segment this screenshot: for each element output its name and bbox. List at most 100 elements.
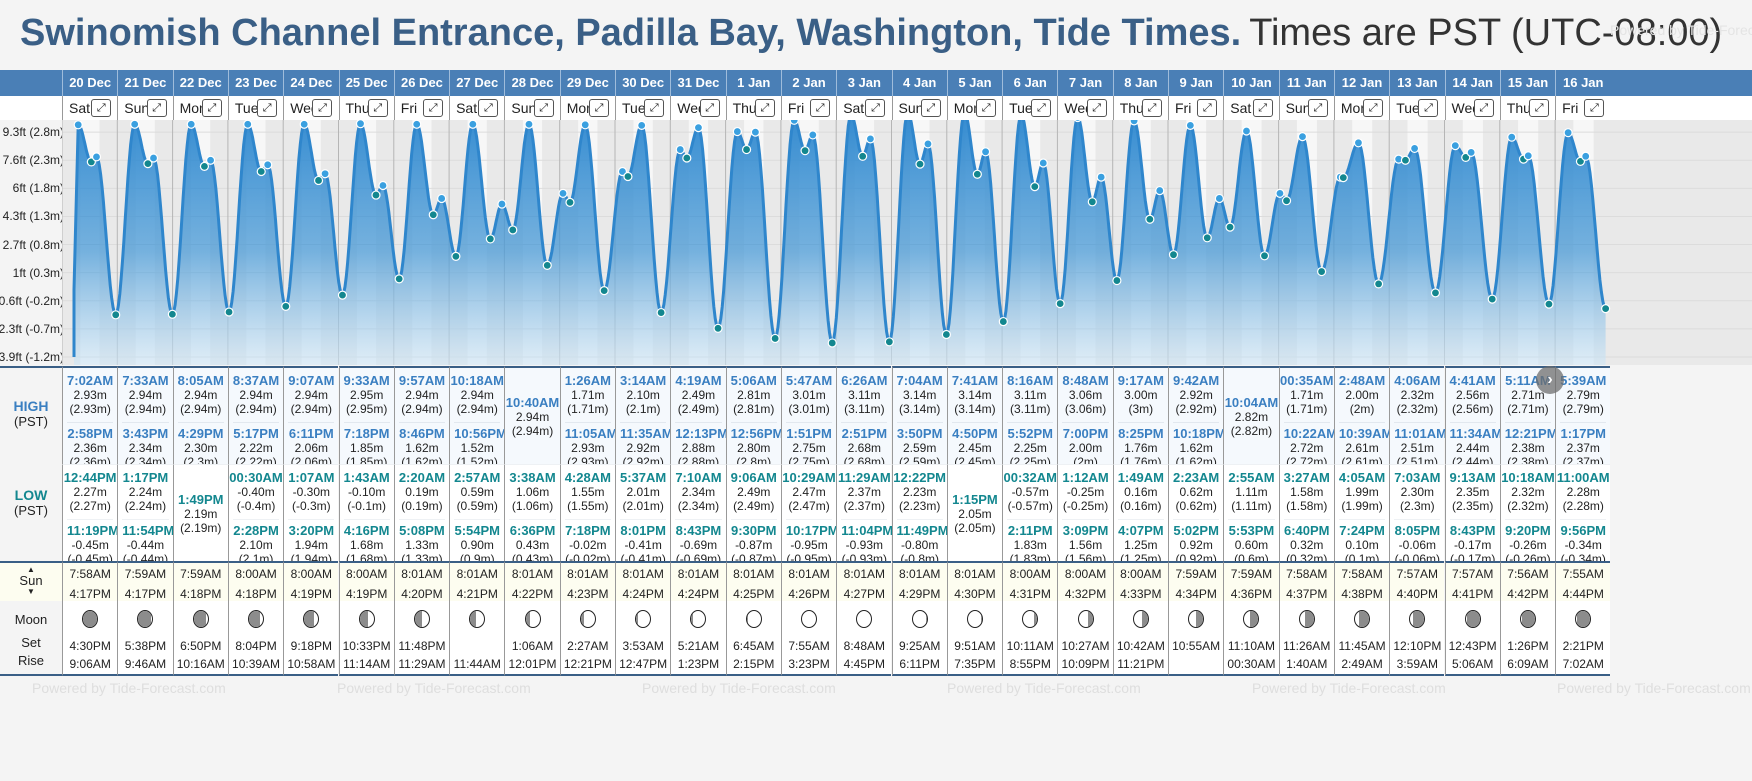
- low-tide-entry: 4:05AM 1.99m (1.99m): [1335, 471, 1389, 514]
- low-tide-entry: 1:43AM -0.10m (-0.1m): [340, 471, 394, 514]
- expand-icon[interactable]: ⤢: [865, 99, 886, 117]
- expand-icon[interactable]: ⤢: [423, 99, 444, 117]
- sunrise-time: 8:01AM: [954, 567, 996, 581]
- y-tick-label: 3.9ft (-1.2m): [0, 350, 64, 364]
- low-tide-point: [800, 146, 810, 156]
- expand-icon[interactable]: ⤢: [478, 99, 499, 117]
- expand-icon[interactable]: ⤢: [201, 99, 222, 117]
- moon-shadow: [636, 611, 639, 627]
- high-tide-height: 1.76m: [1124, 441, 1158, 455]
- expand-icon[interactable]: ⤢: [1086, 99, 1107, 117]
- high-tide-height: 2.94m: [239, 388, 273, 402]
- low-tide-height: 2.32m: [1511, 485, 1545, 499]
- moon-shadow: [138, 611, 152, 627]
- weekday-header: Sat ⤢: [1223, 96, 1278, 120]
- expand-icon[interactable]: ⤢: [1363, 99, 1384, 117]
- next-button[interactable]: ›: [1536, 366, 1564, 394]
- weekday-label: Sun: [124, 100, 150, 116]
- low-tide-time: 12:22PM: [893, 470, 947, 485]
- high-tide-entry: 5:47AM 3.01m (3.01m): [782, 374, 836, 417]
- tide-area: [74, 120, 1606, 365]
- moonset-time: 12:43PM: [1448, 639, 1497, 653]
- sunset-time: 4:26PM: [788, 587, 830, 601]
- low-tide-entry: 3:38AM 1.06m (1.06m): [505, 471, 559, 514]
- sunrise-time: 8:01AM: [843, 567, 886, 581]
- moon-label: Moon: [14, 612, 48, 627]
- moon-phase-icon: [690, 610, 707, 628]
- moonset-time: 9:25AM: [898, 639, 941, 653]
- date-header: 22 Dec: [172, 70, 228, 96]
- expand-icon[interactable]: ⤢: [810, 99, 831, 117]
- expand-icon[interactable]: ⤢: [367, 99, 388, 117]
- low-tide-height: 0.92m: [1179, 538, 1213, 552]
- expand-icon[interactable]: ⤢: [1418, 99, 1439, 117]
- weekday-header: Thu ⤢: [338, 96, 394, 120]
- expand-icon[interactable]: ⤢: [588, 99, 609, 117]
- moonset-time: 5:21AM: [677, 639, 720, 653]
- low-tide-entry: 9:20PM -0.26m (-0.26m): [1504, 519, 1552, 566]
- low-tide-cell: 9:06AM 2.49m (2.49m) 9:30PM -0.87m (-0.87m): [725, 464, 781, 566]
- expand-icon[interactable]: ⤢: [1473, 99, 1494, 117]
- expand-icon[interactable]: ⤢: [976, 99, 997, 117]
- moon-cell: 5:21AM 1:23PM: [670, 601, 726, 676]
- moonrise-time: 10:09PM: [1061, 657, 1110, 671]
- low-tide-point: [451, 251, 461, 261]
- expand-icon[interactable]: ⤢: [1307, 99, 1328, 117]
- expand-icon[interactable]: ⤢: [1252, 99, 1273, 117]
- expand-icon[interactable]: ⤢: [920, 99, 941, 117]
- sun-cell: 8:00AM 4:33PM: [1112, 561, 1168, 601]
- high-tide-height: 3.06m: [1068, 388, 1103, 402]
- high-tide-entry: 1:26AM 1.71m (1.71m): [561, 374, 615, 417]
- high-tide-time: 10:39AM: [1338, 426, 1393, 441]
- expand-icon[interactable]: ⤢: [312, 99, 333, 117]
- expand-icon[interactable]: ⤢: [1031, 99, 1052, 117]
- expand-icon[interactable]: ⤢: [1529, 99, 1550, 117]
- low-tide-entry: 2:57AM 0.59m (0.59m): [450, 471, 504, 514]
- expand-icon[interactable]: ⤢: [699, 99, 720, 117]
- sun-cell: 7:56AM 4:42PM: [1499, 561, 1556, 601]
- moon-cell: 8:48AM 4:45PM: [836, 601, 892, 676]
- low-tide-entry: 11:29AM 2.37m (2.37m): [837, 471, 891, 514]
- high-tide-entry: 5:52PM 2.25m (2.25m): [1007, 422, 1054, 469]
- expand-icon[interactable]: ⤢: [1141, 99, 1162, 117]
- low-tide-point: [1601, 304, 1611, 314]
- low-tide-entry: 9:56PM -0.34m (-0.34m): [1560, 519, 1607, 566]
- expand-icon[interactable]: ⤢: [1584, 99, 1605, 117]
- moonrise-time: 12:47PM: [619, 657, 668, 671]
- expand-icon[interactable]: ⤢: [533, 99, 554, 117]
- low-tide-time: 10:18AM: [1501, 470, 1555, 485]
- high-tide-height: 3.00m: [1124, 388, 1158, 402]
- high-tide-time: 8:16AM: [1007, 373, 1054, 388]
- low-tide-time: 5:54PM: [454, 523, 500, 538]
- sunrise-time: 8:01AM: [677, 567, 720, 581]
- date-header-row: 20 Dec 21 Dec 22 Dec 23 Dec 24 Dec 25 Dec 26 D…: [0, 70, 1752, 96]
- watermark: Powered by Tide-Forecast.com: [1252, 680, 1446, 696]
- sunset-time: 4:17PM: [69, 587, 111, 601]
- high-tide-height-alt: (2.94m): [511, 424, 554, 438]
- expand-icon[interactable]: ⤢: [257, 99, 278, 117]
- location-title: Swinomish Channel Entrance, Padilla Bay,…: [20, 12, 1242, 54]
- low-tide-point: [1317, 266, 1327, 277]
- low-tide-entry: 11:04PM -0.93m (-0.93m): [841, 519, 893, 566]
- moon-cell: 1:26PM 6:09AM: [1499, 601, 1556, 676]
- high-tide-cell: 9:57AM 2.94m (2.94m) 8:46PM 1.62m (1.62m): [393, 366, 450, 469]
- high-tide-point: [558, 188, 568, 198]
- high-tide-point: [524, 120, 534, 129]
- low-tide-cell: 1:43AM -0.10m (-0.1m) 4:16PM 1.68m (1.68m): [338, 464, 394, 566]
- high-tide-time: 2:58PM: [67, 426, 113, 441]
- expand-icon[interactable]: ⤢: [91, 99, 112, 117]
- sun-cell: 8:01AM 4:22PM: [504, 561, 560, 601]
- sun-cell: 7:55AM 4:44PM: [1555, 561, 1611, 601]
- moonrise-time: 5:06AM: [1451, 657, 1494, 671]
- low-tide-height: 2.05m: [958, 507, 992, 521]
- low-tide-entry: 2:23AM 0.62m (0.62m): [1169, 471, 1223, 514]
- expand-icon[interactable]: ⤢: [1197, 99, 1218, 117]
- expand-icon[interactable]: ⤢: [146, 99, 167, 117]
- high-tide-height: 2.00m: [1345, 388, 1379, 402]
- low-tide-entry: 7:18PM -0.02m (-0.02m): [564, 519, 611, 566]
- watermark: Powered by Tide-Forecast.com: [32, 680, 226, 696]
- high-tide-point: [923, 139, 933, 149]
- weekday-label: Fri: [787, 100, 805, 116]
- expand-icon[interactable]: ⤢: [754, 99, 775, 117]
- expand-icon[interactable]: ⤢: [644, 99, 665, 117]
